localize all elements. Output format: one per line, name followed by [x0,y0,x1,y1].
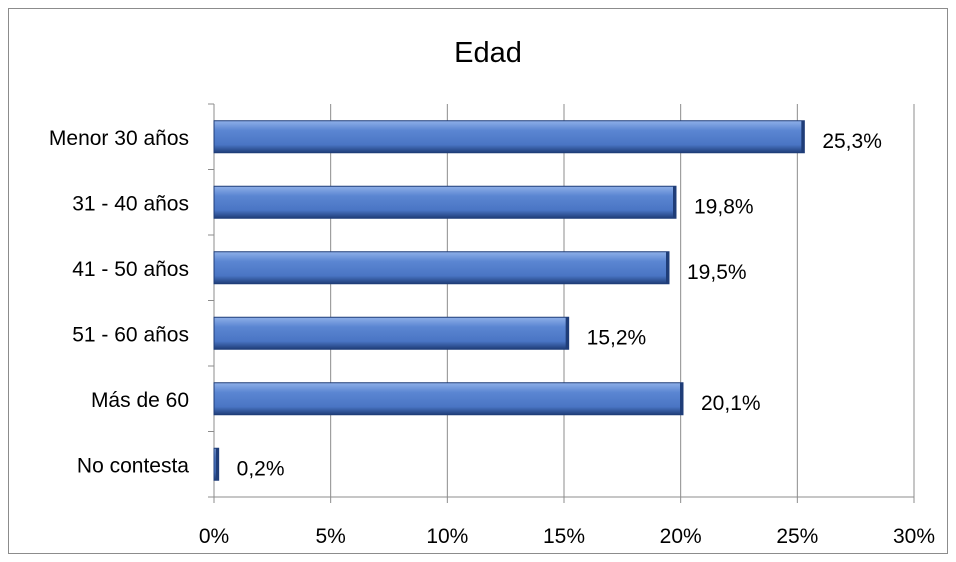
data-label: 0,2% [237,457,285,480]
x-tick-label: 0% [199,525,229,548]
data-label: 25,3% [822,130,882,153]
bar [213,382,684,416]
bars [213,120,805,481]
category-label: 31 - 40 años [72,192,189,215]
bar [213,316,570,350]
gridlines [330,104,915,497]
category-label: 51 - 60 años [72,323,189,346]
bar-end-cap [666,251,669,284]
chart-title: Edad [454,37,522,69]
data-label: 19,5% [687,261,747,284]
bar-end-cap [673,186,676,219]
x-tick-label: 25% [776,525,818,548]
category-label: Menor 30 años [49,127,189,150]
bar-end-cap [215,448,219,481]
category-label: Más de 60 [91,389,189,412]
bar [213,251,670,285]
labels: 0% 5% 10% 15% 20% 25% 30% Menor 30 años 25,3% 31 … [49,127,935,548]
x-tick-label: 10% [426,525,468,548]
data-label: 15,2% [587,326,647,349]
bar-end-cap [801,120,805,153]
bar [213,120,805,154]
x-tick-label: 20% [660,525,702,548]
bar-end-cap [680,382,683,415]
x-tick-label: 15% [543,525,585,548]
x-tick-label: 30% [893,525,935,548]
bar-end-cap [565,317,569,350]
x-tick-label: 5% [315,525,345,548]
data-label: 20,1% [701,392,761,415]
data-label: 19,8% [694,195,754,218]
axes [208,103,915,503]
category-label: 41 - 50 años [72,258,189,281]
category-label: No contesta [77,454,189,477]
bar [213,185,677,219]
